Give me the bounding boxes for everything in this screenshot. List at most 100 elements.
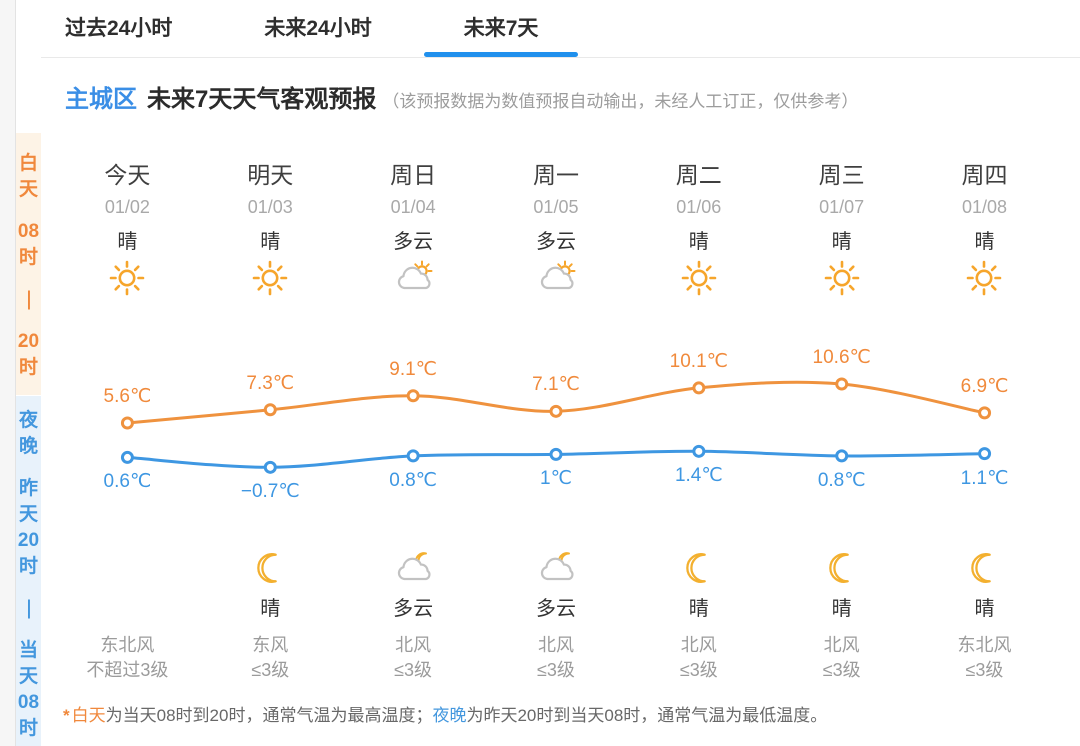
- forecast-day-column: 周二 01/06 晴 晴 北风 ≤3级: [627, 124, 770, 683]
- wind-direction: 东风: [252, 635, 289, 655]
- wind-info: 东北风 不超过3级: [56, 633, 199, 683]
- wind-direction: 北风: [537, 635, 574, 655]
- footnote: * 白天为当天08时到20时，通常气温为最高温度；夜晚为昨天20时到当天08时，通…: [41, 704, 1080, 728]
- wind-direction: 东北风: [100, 635, 155, 655]
- wind-info: 北风 ≤3级: [627, 633, 770, 683]
- sun-icon: [199, 258, 342, 302]
- period-label-char: —: [18, 290, 40, 310]
- day-date: 01/03: [247, 197, 293, 217]
- period-label-segment: 08 时: [18, 219, 39, 271]
- forecast-day-column: 周三 01/07 晴 晴 北风 ≤3级: [770, 124, 913, 683]
- page-gutter: [0, 0, 16, 746]
- day-name: 周日: [390, 162, 437, 188]
- period-label-char: 20: [17, 331, 40, 352]
- day-date: 01/02: [104, 197, 150, 217]
- wind-level: ≤3级: [679, 660, 718, 680]
- night-condition: 晴: [974, 598, 995, 620]
- day-name: 周一: [532, 162, 579, 188]
- wind-info: 东风 ≤3级: [199, 633, 342, 683]
- period-label-segment: —: [19, 596, 40, 622]
- period-label-char: 天: [18, 179, 38, 200]
- wind-level: ≤3级: [251, 660, 290, 680]
- day-condition: 晴: [688, 231, 709, 253]
- sun-icon: [770, 258, 913, 302]
- main-content: 过去24小时 未来24小时 未来7天 主城区 未来7天天气客观预报 （该预报数据为数…: [41, 0, 1080, 746]
- sun-icon: [627, 258, 770, 302]
- period-label-char: 白: [18, 153, 38, 174]
- moon-icon: [199, 549, 342, 591]
- period-label-char: 时: [18, 718, 38, 739]
- day-condition: 多云: [393, 231, 434, 253]
- cloud-sun-icon: [485, 258, 628, 302]
- wind-direction: 北风: [680, 635, 717, 655]
- forecast-day-column: 今天 01/02 晴 东北风 不超过3级: [56, 124, 199, 683]
- tab-next-7days[interactable]: 未来7天: [424, 0, 579, 58]
- sun-icon: [913, 258, 1056, 302]
- night-condition: [56, 595, 199, 623]
- day-date: 01/05: [533, 197, 579, 217]
- cloud-moon-icon: [485, 549, 628, 591]
- wind-direction: 北风: [823, 635, 860, 655]
- period-label-char: 天: [18, 666, 38, 687]
- footnote-night-term: 夜晚: [432, 706, 467, 725]
- forecast-day-column: 明天 01/03 晴 晴 东风 ≤3级: [199, 124, 342, 683]
- day-date: 01/08: [961, 197, 1007, 217]
- period-label-segment: 当天 08 时: [18, 638, 39, 742]
- temperature-chart: [120, 377, 992, 474]
- footnote-day-term: 白天: [71, 706, 106, 725]
- day-condition: 晴: [974, 231, 995, 253]
- forecast-day-column: 周四 01/08 晴 晴 东北风 ≤3级: [913, 124, 1056, 683]
- forecast-grid: 今天 01/02 晴 东北风 不超过3级 明天 01/03 晴 晴 东风 ≤3级…: [41, 124, 1080, 686]
- day-name: 周二: [675, 162, 722, 188]
- day-condition: 多云: [535, 231, 576, 253]
- forecast-day-column: 周日 01/04 多云 多云 北风 ≤3级: [342, 124, 485, 683]
- night-condition: 晴: [260, 598, 281, 620]
- period-label-char: 时: [18, 357, 38, 378]
- tab-bar: 过去24小时 未来24小时 未来7天: [41, 0, 1080, 58]
- title-bar: 主城区 未来7天天气客观预报 （该预报数据为数值预报自动输出，未经人工订正，仅供参考…: [41, 58, 1080, 114]
- night-condition: 多云: [393, 598, 434, 620]
- cloud-sun-icon: [342, 258, 485, 302]
- period-label-char: —: [18, 599, 40, 619]
- day-name: 明天: [247, 162, 294, 188]
- wind-info: 北风 ≤3级: [770, 633, 913, 683]
- wind-direction: 东北风: [957, 635, 1012, 655]
- wind-level: ≤3级: [822, 660, 861, 680]
- wind-level: 不超过3级: [86, 660, 169, 680]
- period-label-char: 08: [17, 221, 40, 242]
- period-label-char: 夜: [18, 410, 38, 431]
- footnote-asterisk: *: [63, 706, 70, 725]
- forecast-day-column: 周一 01/05 多云 多云 北风 ≤3级: [485, 124, 628, 683]
- wind-level: ≤3级: [965, 660, 1004, 680]
- tab-next-7days-label: 未来7天: [463, 16, 539, 40]
- night-condition: 晴: [831, 598, 852, 620]
- day-date: 01/06: [676, 197, 722, 217]
- day-date: 01/04: [390, 197, 436, 217]
- page-title: 未来7天天气客观预报: [147, 86, 377, 113]
- region-selector[interactable]: 主城区: [65, 86, 137, 113]
- day-date: 01/07: [819, 197, 865, 217]
- night-condition: 多云: [535, 598, 576, 620]
- period-label-segment: —: [19, 287, 40, 313]
- period-label-segment: 昨天 20 时: [18, 476, 39, 580]
- day-condition: 晴: [831, 231, 852, 253]
- period-label-char: 天: [18, 504, 38, 525]
- day-condition: 晴: [117, 231, 138, 253]
- sun-icon: [56, 258, 199, 302]
- forecast-disclaimer: （该预报数据为数值预报自动输出，未经人工订正，仅供参考）: [382, 92, 859, 111]
- period-label-char: 当: [18, 640, 38, 661]
- period-label-char: 时: [18, 556, 38, 577]
- wind-level: ≤3级: [537, 660, 575, 680]
- period-label-char: 20: [17, 530, 40, 551]
- wind-info: 东北风 ≤3级: [913, 633, 1056, 683]
- day-name: 今天: [104, 162, 151, 188]
- daytime-period-strip: 白天 08 时 — 20 时: [16, 133, 41, 395]
- wind-info: 北风 ≤3级: [342, 633, 485, 683]
- tab-past-24h[interactable]: 过去24小时: [65, 16, 173, 40]
- day-condition: 晴: [260, 231, 281, 253]
- tab-next-24h[interactable]: 未来24小时: [264, 16, 372, 40]
- period-label-segment: 20 时: [18, 329, 39, 381]
- night-condition: 晴: [688, 598, 709, 620]
- forecast-columns: 今天 01/02 晴 东北风 不超过3级 明天 01/03 晴 晴 东风 ≤3级…: [56, 124, 1056, 683]
